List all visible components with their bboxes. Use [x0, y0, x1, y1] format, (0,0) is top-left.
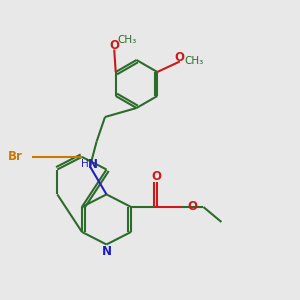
Text: O: O: [175, 51, 185, 64]
Text: O: O: [187, 200, 197, 214]
Text: N: N: [101, 244, 112, 258]
Text: N: N: [87, 158, 98, 171]
Text: H: H: [81, 159, 88, 169]
Text: O: O: [109, 39, 119, 52]
Text: CH₃: CH₃: [117, 35, 136, 46]
Text: CH₃: CH₃: [184, 56, 204, 67]
Text: O: O: [152, 170, 162, 183]
Text: Br: Br: [8, 150, 23, 164]
